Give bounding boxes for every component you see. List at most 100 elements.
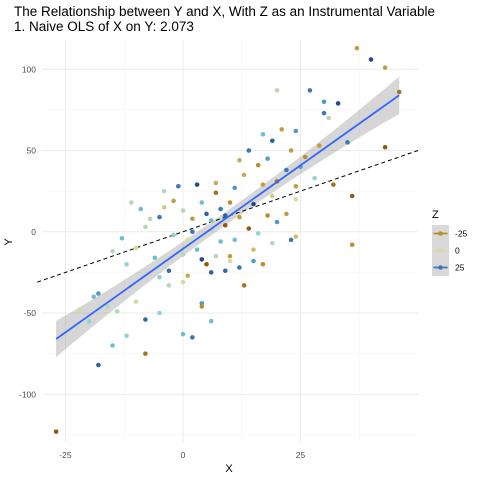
data-point — [237, 265, 242, 270]
legend: Z -25 0 25 — [432, 209, 468, 276]
data-point — [246, 226, 252, 231]
x-axis-title: X — [225, 463, 233, 475]
data-point — [321, 110, 327, 116]
data-point — [307, 88, 313, 93]
data-point — [321, 99, 327, 105]
data-point — [180, 252, 186, 257]
data-point — [133, 299, 139, 304]
data-point — [232, 237, 237, 243]
data-point — [241, 172, 247, 178]
data-point — [199, 304, 205, 309]
data-point — [223, 222, 228, 228]
data-point — [147, 216, 153, 222]
data-point — [105, 304, 111, 309]
data-point — [194, 182, 200, 187]
data-point — [317, 143, 322, 148]
chart-subtitle: 1. Naive OLS of X on Y: 2.073 — [14, 19, 194, 34]
data-point — [326, 115, 332, 121]
data-point — [237, 157, 242, 163]
data-point — [251, 258, 256, 264]
data-point — [124, 261, 129, 267]
data-point — [166, 268, 172, 274]
data-point — [157, 214, 162, 220]
data-point — [171, 198, 176, 204]
legend-entries: -25 0 25 — [432, 225, 468, 276]
data-point — [270, 138, 275, 144]
data-point — [270, 193, 275, 199]
data-point — [246, 148, 252, 153]
data-point — [284, 211, 289, 217]
data-point — [312, 175, 317, 181]
data-point — [208, 270, 214, 275]
data-point — [274, 88, 280, 93]
data-point — [138, 206, 143, 212]
data-point — [331, 182, 336, 187]
data-point — [161, 188, 167, 194]
data-point — [274, 219, 280, 225]
data-point — [223, 268, 228, 274]
data-point — [190, 229, 195, 235]
data-point — [133, 245, 139, 251]
legend-key-point — [438, 265, 443, 270]
data-point — [288, 237, 294, 243]
data-point — [223, 213, 228, 218]
data-point — [213, 190, 219, 196]
data-point — [293, 234, 299, 239]
legend-label: -25 — [455, 229, 468, 239]
data-point — [349, 193, 355, 199]
data-point — [227, 258, 233, 264]
data-point — [53, 429, 59, 434]
data-point — [270, 240, 275, 246]
data-point — [260, 182, 266, 187]
data-point — [382, 65, 388, 70]
data-point — [265, 156, 270, 161]
data-point — [143, 351, 148, 356]
data-point — [199, 200, 205, 205]
data-point — [176, 183, 181, 189]
data-point — [382, 144, 388, 150]
data-point — [119, 235, 125, 241]
y-tick-label: 0 — [31, 227, 36, 237]
data-point — [171, 232, 176, 238]
data-point — [335, 101, 341, 106]
data-point — [161, 205, 167, 210]
data-point — [284, 167, 289, 173]
y-tick-label: -50 — [24, 308, 37, 318]
data-point — [204, 261, 209, 267]
data-point — [152, 255, 158, 261]
data-point — [110, 343, 115, 348]
data-point — [185, 237, 190, 243]
y-tick-label: -100 — [19, 389, 36, 399]
legend-label: 0 — [455, 246, 460, 256]
data-point — [114, 309, 120, 314]
data-point — [293, 196, 299, 202]
data-point — [213, 180, 219, 186]
data-point — [180, 208, 186, 213]
data-point — [302, 154, 308, 160]
data-point — [251, 247, 256, 252]
x-tick-label: -25 — [59, 450, 72, 460]
x-tick-label: 25 — [296, 450, 306, 460]
data-point — [180, 331, 186, 337]
data-point — [293, 128, 299, 134]
tick-labels-layer: -100 -50 0 50 100 -25 0 25 — [19, 64, 306, 460]
data-point — [255, 162, 261, 168]
data-point — [180, 279, 186, 285]
data-point — [260, 261, 266, 267]
data-point — [129, 200, 134, 205]
data-point — [143, 317, 148, 322]
y-tick-label: 50 — [27, 146, 37, 156]
data-point — [86, 318, 92, 324]
legend-label: 25 — [455, 263, 465, 273]
data-point — [251, 201, 256, 207]
data-point — [232, 185, 237, 191]
data-point — [157, 274, 162, 280]
data-point — [354, 45, 360, 51]
data-point — [91, 294, 96, 300]
data-point — [77, 307, 82, 313]
data-point — [185, 273, 190, 278]
data-point — [255, 231, 261, 236]
data-point — [241, 283, 247, 288]
data-point — [218, 239, 223, 244]
